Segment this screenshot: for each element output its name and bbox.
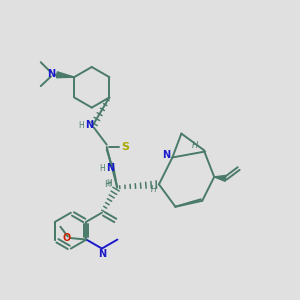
Polygon shape <box>214 176 226 181</box>
Text: O: O <box>63 233 71 243</box>
Text: N: N <box>85 120 93 130</box>
Text: H: H <box>106 179 112 188</box>
Text: H: H <box>78 121 84 130</box>
Text: H: H <box>99 164 104 173</box>
Text: H: H <box>104 180 111 189</box>
Text: ·: · <box>115 186 117 192</box>
Text: S: S <box>121 142 129 152</box>
Polygon shape <box>56 72 74 78</box>
Text: N: N <box>106 163 114 173</box>
Text: H: H <box>151 185 157 194</box>
Text: H: H <box>192 141 199 150</box>
Text: N: N <box>98 249 106 259</box>
Text: N: N <box>162 150 170 160</box>
Text: N: N <box>47 69 56 79</box>
